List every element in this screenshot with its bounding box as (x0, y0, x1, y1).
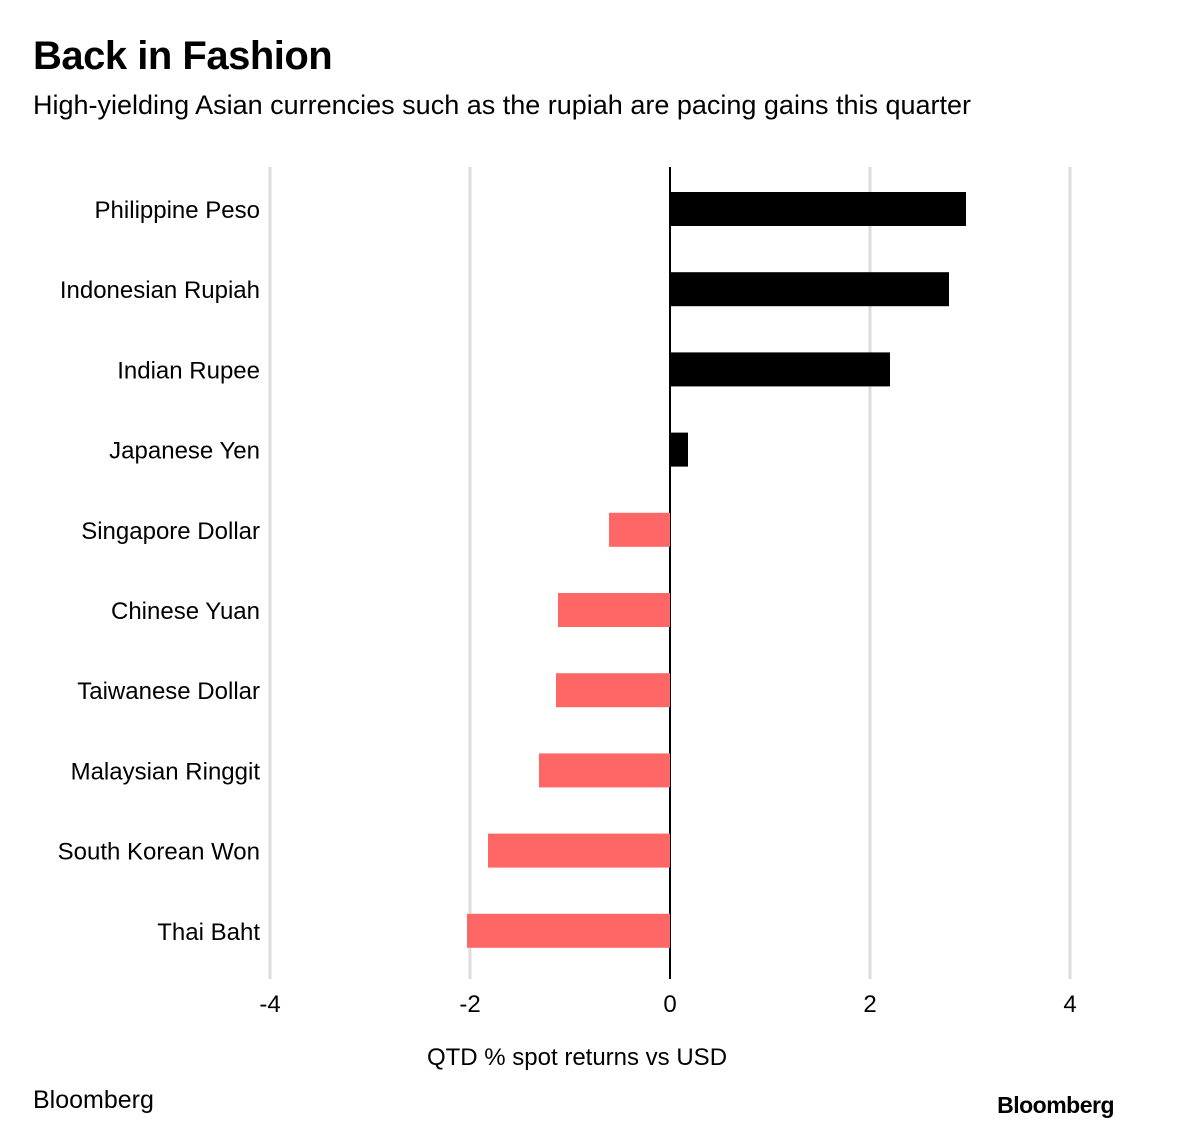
x-tick-label: 0 (663, 991, 676, 1018)
bar (539, 753, 670, 788)
category-label: Singapore Dollar (81, 518, 260, 545)
source-note: Bloomberg (33, 1086, 154, 1114)
bloomberg-logo: Bloomberg (997, 1092, 1114, 1118)
bar (670, 432, 688, 467)
category-label: Indian Rupee (117, 357, 260, 384)
x-axis-ticks: -4 -2 0 2 4 (259, 991, 1076, 1018)
category-labels: Philippine Peso Indonesian Rupiah Indian R… (58, 197, 261, 946)
x-tick-label: 4 (1063, 991, 1076, 1018)
x-tick-label: -4 (259, 991, 280, 1018)
bar (467, 913, 670, 948)
bar (609, 512, 670, 547)
x-axis-label: QTD % spot returns vs USD (427, 1044, 727, 1071)
category-label: Chinese Yuan (111, 598, 260, 625)
x-tick-label: 2 (863, 991, 876, 1018)
category-label: Philippine Peso (95, 197, 260, 224)
category-label: Japanese Yen (109, 438, 260, 465)
category-label: South Korean Won (58, 839, 260, 866)
chart-title: Back in Fashion (33, 34, 333, 78)
bars (467, 192, 966, 948)
category-label: Malaysian Ringgit (71, 758, 261, 785)
bar (670, 352, 890, 387)
category-label: Taiwanese Dollar (77, 678, 260, 705)
bar (670, 192, 966, 226)
chart-subtitle: High-yielding Asian currencies such as t… (33, 90, 972, 120)
bar (556, 673, 670, 708)
bar (558, 593, 670, 627)
bar (488, 833, 670, 868)
category-label: Thai Baht (157, 919, 260, 946)
bar (670, 272, 949, 307)
x-tick-label: -2 (459, 991, 480, 1018)
bar-chart: Philippine Peso Indonesian Rupiah Indian R… (58, 167, 1077, 1071)
category-label: Indonesian Rupiah (60, 277, 260, 304)
